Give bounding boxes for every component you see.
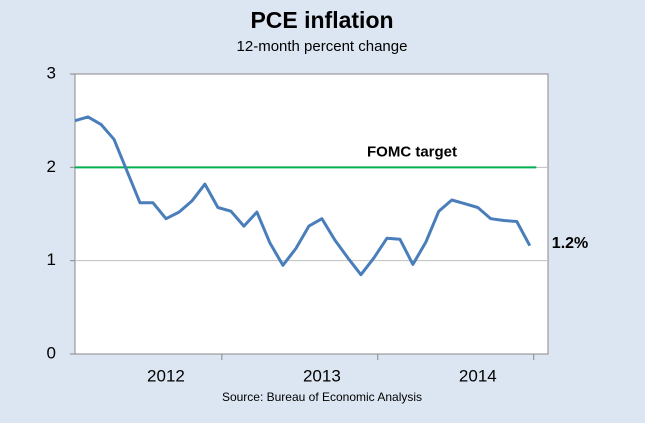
y-tick-label: 3 <box>47 63 56 82</box>
y-tick-label: 0 <box>47 343 56 362</box>
chart-subtitle: 12-month percent change <box>237 38 408 55</box>
target-label: FOMC target <box>367 143 457 160</box>
source-note: Source: Bureau of Economic Analysis <box>222 390 422 404</box>
y-tick-label: 2 <box>47 157 56 176</box>
y-tick-label: 1 <box>47 250 56 269</box>
x-tick-label: 2013 <box>303 366 341 385</box>
data-line <box>74 115 532 277</box>
chart-title: PCE inflation <box>250 7 393 33</box>
x-tick-label: 2012 <box>147 366 185 385</box>
x-tick-label: 2014 <box>459 366 497 385</box>
value-label: 1.2% <box>552 235 588 252</box>
plot-area <box>74 73 549 355</box>
